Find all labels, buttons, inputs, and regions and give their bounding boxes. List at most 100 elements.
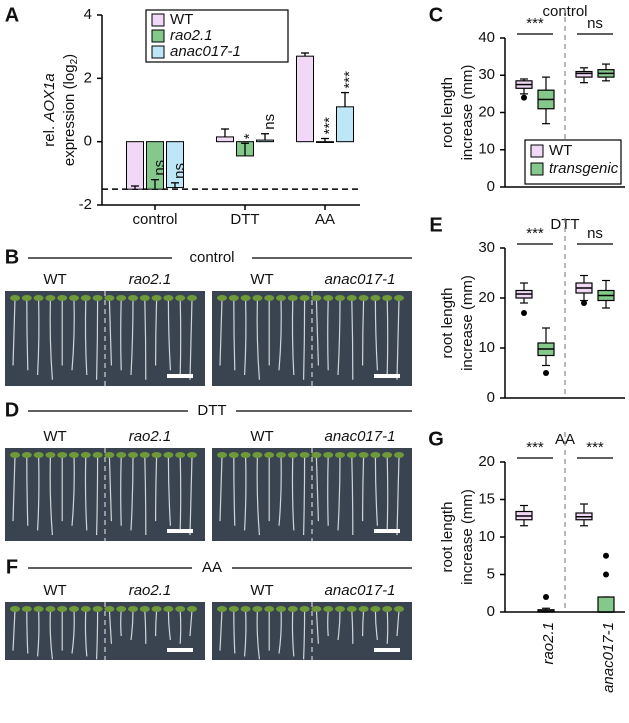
seedling-leaf <box>57 606 68 612</box>
root <box>84 609 88 657</box>
root <box>256 298 260 380</box>
seedling-leaf <box>394 295 404 301</box>
legend-swatch <box>151 29 165 43</box>
y-tick-label: 20 <box>478 103 495 120</box>
legend-label: WT <box>170 11 193 28</box>
root <box>26 609 29 654</box>
seedling-leaf <box>335 452 345 458</box>
seedling-leaf <box>187 295 197 301</box>
significance: *** <box>526 439 544 456</box>
root <box>37 298 40 376</box>
root <box>256 455 260 536</box>
seedling-leaf <box>80 452 91 458</box>
seedling-leaf <box>57 295 68 301</box>
seedling-leaf <box>240 606 251 612</box>
root <box>179 298 182 376</box>
bar <box>126 141 144 190</box>
y-tick-label: 0 <box>84 133 92 150</box>
y-axis-label: root length <box>439 502 456 573</box>
root <box>189 298 193 380</box>
scale-bar <box>167 529 193 533</box>
root <box>244 298 247 376</box>
seedling-leaf <box>228 295 239 301</box>
root <box>155 455 158 522</box>
seedling-leaf <box>311 606 322 612</box>
seedling-leaf <box>346 295 357 301</box>
bar <box>166 141 184 189</box>
y-tick-label: 5 <box>487 565 495 582</box>
scale-bar <box>167 648 193 652</box>
y-tick-label: 0 <box>487 603 495 620</box>
seedling-leaf <box>382 295 393 301</box>
y-tick-label: 0 <box>487 389 495 406</box>
y-tick-label: 10 <box>478 339 495 356</box>
root <box>374 609 378 641</box>
seedling-leaf <box>104 606 115 612</box>
significance: *** <box>526 15 544 32</box>
root <box>351 455 354 536</box>
y-tick-label: 2 <box>84 69 92 86</box>
root <box>396 455 400 536</box>
seedling-leaf <box>80 295 91 301</box>
seedling-leaf <box>151 295 162 301</box>
legend-swatch <box>530 144 544 158</box>
root <box>96 455 99 536</box>
legend-label: rao2.1 <box>170 27 213 44</box>
y-tick-label: -2 <box>79 196 92 213</box>
root <box>108 609 112 644</box>
photo-label: anac017-1 <box>325 582 396 599</box>
root <box>189 609 193 637</box>
seedling-leaf <box>370 452 381 458</box>
seedling-leaf <box>163 295 174 301</box>
y-axis-label: increase (mm) <box>459 275 476 371</box>
y-tick-label: 10 <box>478 528 495 545</box>
legend-box <box>145 9 289 63</box>
seedling-leaf <box>299 606 310 612</box>
photo-title: control <box>189 249 234 266</box>
root <box>84 455 88 531</box>
significance: ns <box>261 114 278 130</box>
root <box>49 455 53 536</box>
outlier <box>543 370 549 376</box>
scale-bar <box>167 374 193 378</box>
root <box>96 609 99 660</box>
root <box>337 455 341 531</box>
root <box>386 455 389 531</box>
seedling-leaf <box>394 452 404 458</box>
seedling-leaf <box>33 295 44 301</box>
seedling-leaf <box>116 606 127 612</box>
outlier <box>543 594 549 600</box>
root <box>120 609 122 637</box>
seedling-leaf <box>33 606 44 612</box>
root <box>291 609 295 657</box>
seedling-leaf <box>21 452 32 458</box>
y-label-part: ) <box>61 54 78 59</box>
seedling-leaf <box>370 606 381 612</box>
root <box>155 609 158 637</box>
y-tick-label: 20 <box>478 453 495 470</box>
root <box>179 609 182 644</box>
panel-label: D <box>5 399 19 421</box>
significance: * <box>241 133 258 139</box>
scale-bar <box>374 374 400 378</box>
significance: ns <box>587 225 603 242</box>
photo-label: WT <box>250 428 273 445</box>
root <box>337 609 341 641</box>
seedling-leaf <box>311 452 322 458</box>
seedling-leaf <box>69 295 79 301</box>
root <box>303 455 306 536</box>
seedling-leaf <box>128 452 138 458</box>
root <box>233 609 236 654</box>
seedling-leaf <box>175 295 186 301</box>
legend-label: transgenic <box>549 160 619 177</box>
root <box>374 455 378 526</box>
x-tick-label: AA <box>315 211 335 228</box>
root <box>244 455 247 531</box>
root <box>351 609 354 644</box>
root <box>12 298 16 366</box>
root <box>179 455 182 531</box>
outlier <box>581 300 587 306</box>
y-label-part: 2 <box>69 58 80 64</box>
root <box>167 298 171 371</box>
photo-label: rao2.1 <box>129 271 172 288</box>
